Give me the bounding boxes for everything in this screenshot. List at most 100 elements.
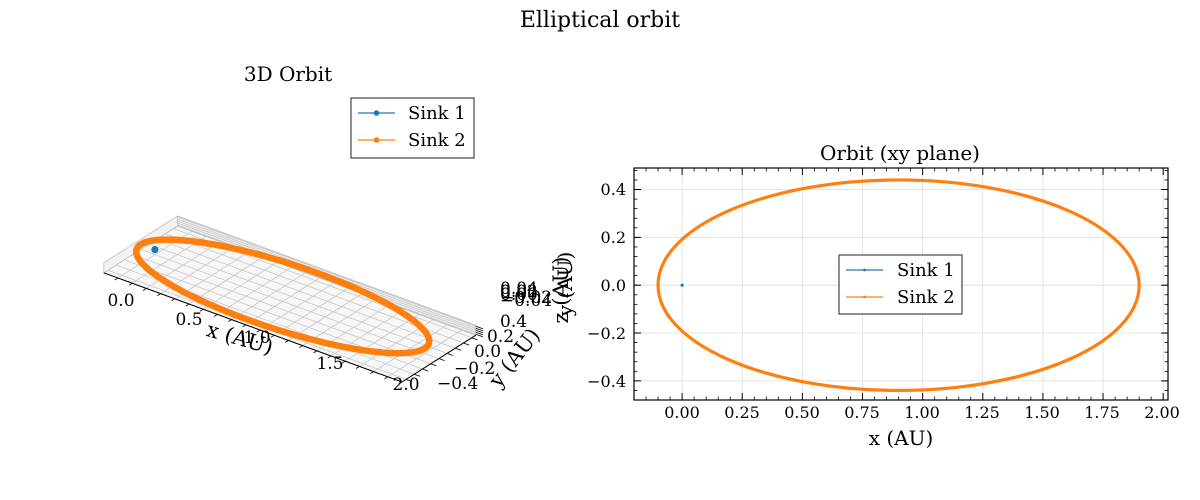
chart-3d-legend: Sink 1 Sink 2 (350, 97, 475, 159)
chart-xy-xtick-label: 2.00 (1144, 403, 1180, 422)
chart-3d-ytick-label: −0.2 (454, 359, 495, 379)
chart-xy-ytick-label: 0.4 (601, 180, 626, 199)
chart-xy-xtick-label: 1.25 (964, 403, 1000, 422)
chart-xy-ytick-label: −0.4 (587, 372, 626, 391)
chart-3d-orbit-lines (132, 236, 433, 357)
chart-3d-xtick (157, 293, 161, 297)
chart-3d-ztick (475, 325, 484, 330)
chart-3d-ztick-label: 0.02 (500, 282, 538, 302)
chart-3d-xtick (341, 360, 346, 364)
chart-3d-ztick-label: −0.02 (500, 288, 552, 308)
chart-3d-gridline-y (140, 249, 440, 359)
chart-3d-legend-label-sink1: Sink 1 (408, 103, 466, 124)
chart-3d-ztick-label: 0.00 (500, 285, 538, 305)
chart-xy-xtick-label: 0.25 (724, 403, 760, 422)
chart-xy-xtick-label: 1.75 (1084, 403, 1120, 422)
chart-3d-xtick (114, 277, 119, 281)
chart-3d-xtick (270, 334, 275, 338)
chart-3d-xtick (398, 381, 403, 385)
chart-3d-xtick-label: 1.5 (316, 354, 343, 374)
chart-xy-xtick-label: 0.50 (784, 403, 820, 422)
chart-3d-xtick (199, 308, 204, 312)
chart-3d-ytick (414, 373, 421, 377)
chart-xy-ylabel: y (AU) (553, 252, 577, 318)
chart-3d-ytick (455, 347, 462, 351)
chart-xy-series-sink1 (680, 283, 684, 287)
figure-suptitle: Elliptical orbit (520, 8, 680, 33)
chart-3d-ztick (475, 329, 484, 334)
chart-3d-gridline-y (148, 243, 448, 354)
chart-3d-orbit: 3D Orbit 0.0 0.5 1.0 1.5 2.0 x (AU) −0.4… (102, 62, 573, 395)
chart-xy-orbit: Orbit (xy plane) 0.00 0.25 0.50 0.75 1.0… (553, 141, 1180, 450)
chart-3d-ytick (422, 368, 429, 372)
chart-xy-legend-marker-sink2 (863, 295, 866, 299)
chart-3d-legend-marker-sink2 (373, 137, 380, 143)
chart-3d-series-sink2 (132, 236, 433, 357)
chart-3d-ztick-label: 0.04 (500, 279, 538, 299)
chart-3d-xtick-label: 0.0 (107, 291, 134, 311)
chart-3d-xtick (185, 303, 190, 307)
chart-3d-xtick (313, 350, 318, 354)
chart-3d-ytick (405, 379, 412, 382)
chart-3d-xtick (370, 371, 374, 375)
chart-xy-plot-frame (633, 167, 1169, 401)
chart-3d-legend-box (350, 97, 475, 159)
chart-3d-xtick (213, 314, 218, 317)
chart-3d-xtick (284, 340, 289, 343)
chart-3d-ztick (475, 331, 484, 336)
chart-xy-xtick-label: 1.50 (1024, 403, 1060, 422)
chart-xy-ytick-label: 0.0 (601, 276, 626, 295)
chart-xy-ytick-label: 0.2 (601, 228, 626, 247)
chart-3d-xtick-label: 0.5 (175, 310, 202, 330)
chart-3d-ztick (475, 333, 484, 338)
chart-3d-tick-marks (114, 277, 484, 385)
chart-3d-zlabel: z (AU) (549, 257, 573, 324)
chart-xy-ytick-label: −0.2 (587, 324, 626, 343)
chart-xy-orbit-lines (656, 178, 1141, 393)
chart-3d-xtick (142, 288, 147, 291)
chart-3d-ztick (475, 327, 484, 332)
chart-xy-series-sink2 (656, 178, 1141, 393)
chart-3d-xaxis-line (103, 272, 403, 383)
chart-3d-xtick (242, 324, 247, 328)
chart-3d-ytick-label: 0.4 (500, 312, 527, 332)
chart-3d-ytick (430, 363, 437, 367)
chart-3d-xtick (299, 345, 303, 349)
chart-xy-legend: Sink 1 Sink 2 (838, 254, 963, 315)
chart-3d-legend-marker-sink1 (373, 110, 380, 116)
chart-xy-xtick-label: 0.75 (844, 403, 880, 422)
chart-xy-grid (634, 168, 1168, 400)
chart-xy-legend-marker-sink1 (863, 268, 866, 272)
chart-3d-ytick (438, 358, 445, 362)
chart-3d-ytick (446, 353, 453, 356)
chart-3d-ytick-label: −0.4 (437, 374, 478, 394)
chart-3d-gridline-y (156, 238, 456, 349)
chart-xy-title: Orbit (xy plane) (820, 141, 980, 165)
chart-3d-gridline-y (132, 254, 431, 365)
chart-3d-xtick (384, 376, 389, 380)
chart-xy-xtick-label: 1.00 (904, 403, 940, 422)
chart-3d-ytick (463, 342, 470, 346)
chart-3d-xtick (171, 298, 176, 302)
chart-3d-xtick (256, 329, 261, 333)
chart-3d-xtick-label: 2.0 (392, 375, 419, 395)
chart-3d-ztick-label: −0.04 (500, 291, 552, 311)
chart-3d-ytick-label: 0.2 (487, 327, 514, 347)
chart-3d-xtick-label: 1.0 (243, 328, 270, 348)
chart-xy-xlabel: x (AU) (869, 426, 934, 450)
chart-xy-legend-box (838, 254, 963, 315)
chart-3d-gridline-z (177, 216, 476, 327)
chart-3d-series-sink1 (151, 246, 159, 254)
chart-xy-legend-label-sink2: Sink 2 (897, 287, 955, 308)
chart-xy-legend-label-sink1: Sink 1 (897, 260, 955, 281)
chart-3d-xtick (327, 355, 332, 359)
chart-3d-title: 3D Orbit (244, 62, 332, 86)
chart-xy-xtick-label: 0.00 (664, 403, 700, 422)
chart-3d-ytick-label: 0.0 (474, 342, 501, 362)
chart-3d-legend-label-sink2: Sink 2 (408, 130, 466, 151)
chart-3d-xtick (355, 366, 360, 369)
chart-xy-tick-marks (633, 168, 1168, 401)
chart-3d-ytick (471, 337, 478, 341)
chart-3d-xtick (128, 282, 133, 286)
